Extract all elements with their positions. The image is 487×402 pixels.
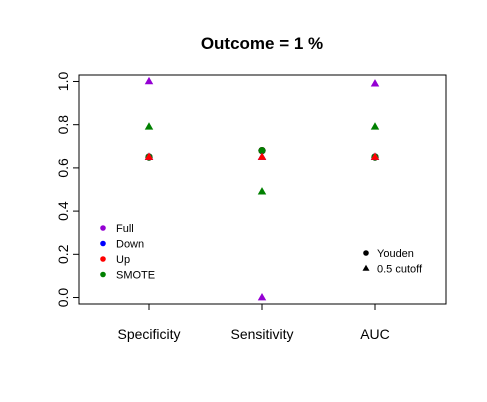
y-tick-label: 0.0 — [55, 288, 71, 308]
point-cutoff-smote — [145, 122, 154, 129]
data-points — [145, 77, 380, 300]
legend-marker-youden — [363, 250, 369, 256]
chart-title: Outcome = 1 % — [201, 34, 323, 53]
legend-marker-down — [100, 241, 106, 247]
legend-label-full: Full — [116, 223, 134, 235]
point-cutoff-full — [145, 77, 154, 84]
y-tick-label: 0.4 — [55, 201, 71, 221]
legend-marker-smote — [100, 272, 106, 278]
y-tick-label: 1.0 — [55, 72, 71, 92]
x-tick-label: Sensitivity — [230, 326, 293, 342]
legend-marker-cutoff — [363, 265, 370, 271]
point-cutoff-smote — [371, 122, 380, 129]
series-legend: Full Down Up SMOTE — [100, 223, 155, 282]
legend-label-smote: SMOTE — [116, 270, 155, 282]
legend-marker-full — [100, 225, 106, 231]
method-legend: Youden 0.5 cutoff — [363, 248, 423, 276]
point-cutoff-up — [258, 153, 267, 160]
y-axis: 0.0 0.2 0.4 0.6 0.8 1.0 — [55, 72, 79, 308]
legend-label-up: Up — [116, 254, 130, 266]
x-tick-label: AUC — [360, 326, 390, 342]
point-cutoff-full — [258, 293, 267, 300]
legend-label-method: 0.5 cutoff — [377, 264, 423, 276]
point-cutoff-smote — [258, 187, 267, 194]
y-tick-label: 0.2 — [55, 244, 71, 264]
legend-marker-up — [100, 256, 106, 262]
y-tick-label: 0.8 — [55, 115, 71, 135]
legend-label-down: Down — [116, 239, 144, 251]
x-axis: Specificity Sensitivity AUC — [117, 304, 389, 342]
point-cutoff-full — [371, 79, 380, 86]
x-tick-label: Specificity — [117, 326, 180, 342]
y-tick-label: 0.6 — [55, 158, 71, 178]
legend-label-method: Youden — [377, 248, 414, 260]
